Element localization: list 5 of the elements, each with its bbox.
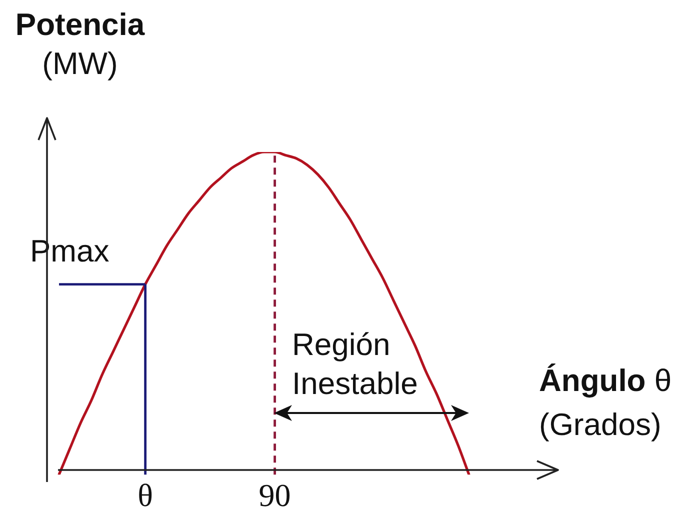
x-axis-title: Ángulo θ (Grados) xyxy=(539,363,672,442)
x-tick-label: 90 xyxy=(258,477,291,514)
annotation: Región Inestable xyxy=(292,326,419,403)
x-tick-label: θ xyxy=(138,477,153,514)
y-axis-title: Potencia (MW) xyxy=(15,7,145,81)
